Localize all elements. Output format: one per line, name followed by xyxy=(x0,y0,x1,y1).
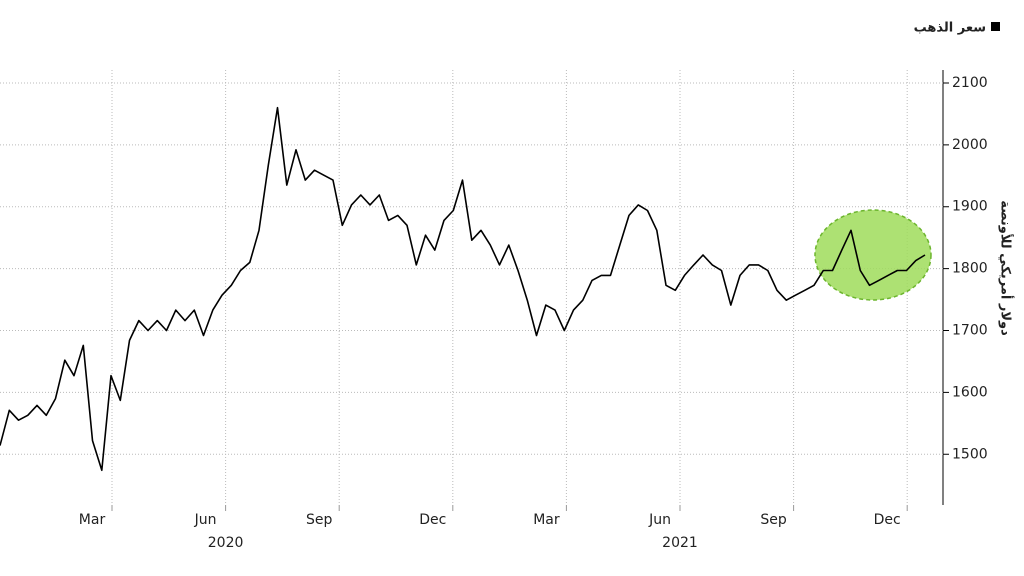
highlight xyxy=(814,209,932,301)
y-tick-label: 1900 xyxy=(952,199,988,215)
y-tick-label: 2000 xyxy=(952,137,988,153)
y-tick-label: 1800 xyxy=(952,261,988,277)
year-label: 2021 xyxy=(662,535,698,551)
x-tick-label: Jun xyxy=(194,512,217,528)
y-axis-label: دولار أمريكي للأونصة xyxy=(998,200,1015,336)
x-tick-label: Sep xyxy=(306,512,333,528)
year-label: 2020 xyxy=(208,535,244,551)
y-tick-label: 2100 xyxy=(952,75,988,91)
y-tick-label: 1600 xyxy=(952,384,988,400)
x-tick-label: Mar xyxy=(79,512,106,528)
y-tick-label: 1700 xyxy=(952,323,988,339)
y-tick-label: 1500 xyxy=(952,446,988,462)
legend-label: سعر الذهب xyxy=(914,21,986,36)
x-tick-label: Jun xyxy=(648,512,671,528)
x-tick-label: Dec xyxy=(874,512,901,528)
x-tick-label: Dec xyxy=(419,512,446,528)
price-line xyxy=(0,106,926,472)
x-tick-label: Sep xyxy=(760,512,787,528)
legend-swatch xyxy=(991,22,1000,31)
x-tick-label: Mar xyxy=(533,512,560,528)
